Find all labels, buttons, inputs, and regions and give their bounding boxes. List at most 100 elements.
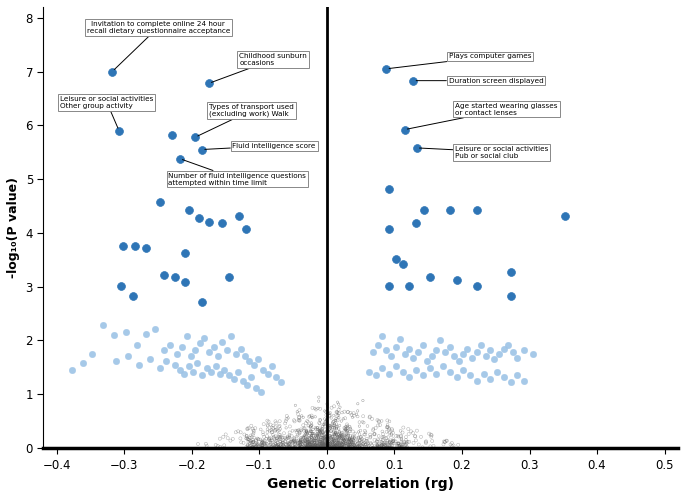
Point	[396, 435, 407, 443]
Point	[401, 443, 412, 451]
Point	[326, 439, 337, 447]
Point	[192, 359, 203, 367]
Point	[235, 434, 246, 442]
Point	[314, 428, 325, 436]
Point	[341, 441, 352, 449]
Point	[370, 372, 381, 379]
Point	[338, 435, 349, 443]
Point	[393, 439, 403, 447]
Point	[382, 423, 393, 431]
Point	[379, 439, 390, 447]
Point	[309, 439, 320, 447]
Point	[302, 441, 313, 449]
Point	[431, 370, 442, 378]
Point	[271, 440, 282, 448]
Point	[339, 437, 350, 445]
Point	[505, 378, 516, 386]
Point	[322, 439, 333, 447]
Point	[319, 437, 330, 445]
Point	[303, 438, 314, 446]
Point	[331, 443, 342, 451]
Point	[327, 438, 338, 446]
Point	[323, 427, 334, 435]
Point	[343, 441, 354, 449]
Point	[353, 439, 364, 447]
Point	[319, 441, 330, 449]
Point	[323, 441, 334, 449]
Point	[318, 431, 329, 439]
Point	[329, 443, 340, 451]
Point	[448, 442, 459, 450]
Point	[324, 443, 335, 451]
Point	[296, 438, 307, 446]
Point	[392, 443, 403, 451]
Point	[298, 433, 309, 441]
Point	[246, 437, 257, 445]
Point	[390, 432, 401, 440]
Point	[258, 366, 269, 374]
Point	[165, 341, 176, 349]
Text: Plays computer games: Plays computer games	[389, 53, 531, 69]
Point	[310, 432, 321, 440]
Point	[195, 339, 206, 347]
Point	[302, 428, 313, 436]
Point	[337, 444, 348, 452]
Point	[111, 357, 122, 365]
Point	[313, 436, 324, 444]
Point	[330, 415, 341, 423]
Point	[273, 443, 284, 451]
Point	[343, 435, 354, 443]
Point	[290, 440, 301, 448]
Point	[358, 440, 369, 448]
Point	[349, 441, 360, 449]
Point	[373, 443, 384, 451]
Point	[335, 443, 346, 451]
Point	[327, 438, 338, 446]
Point	[308, 432, 319, 440]
Point	[345, 443, 356, 451]
Point	[378, 440, 389, 448]
Point	[321, 416, 332, 424]
Point	[294, 428, 305, 436]
Point	[228, 375, 239, 383]
Point	[332, 408, 342, 416]
Point	[327, 443, 338, 451]
Point	[333, 444, 344, 452]
Point	[311, 435, 322, 443]
Point	[235, 428, 246, 436]
Point	[271, 434, 282, 442]
Point	[314, 430, 325, 438]
Point	[416, 433, 427, 441]
Point	[318, 420, 329, 428]
Point	[466, 354, 477, 362]
Point	[338, 440, 349, 448]
Point	[382, 423, 393, 431]
Point	[268, 421, 279, 429]
Point	[329, 443, 340, 451]
Point	[358, 412, 369, 420]
Point	[313, 397, 324, 405]
Point	[349, 412, 360, 420]
Point	[318, 434, 329, 442]
Point	[411, 144, 422, 152]
Point	[242, 380, 253, 388]
Point	[328, 422, 339, 430]
Point	[478, 370, 489, 378]
Point	[388, 437, 399, 445]
Point	[333, 435, 344, 443]
Point	[288, 416, 299, 424]
Point	[302, 442, 313, 450]
Point	[279, 434, 290, 442]
Point	[140, 330, 151, 338]
Point	[252, 440, 263, 448]
Point	[295, 441, 306, 449]
Point	[286, 432, 297, 440]
Point	[304, 444, 315, 452]
Point	[384, 282, 395, 290]
Point	[399, 439, 410, 447]
Point	[445, 206, 456, 214]
Point	[336, 439, 347, 447]
Point	[251, 384, 262, 392]
Point	[289, 435, 300, 443]
Point	[309, 437, 320, 445]
